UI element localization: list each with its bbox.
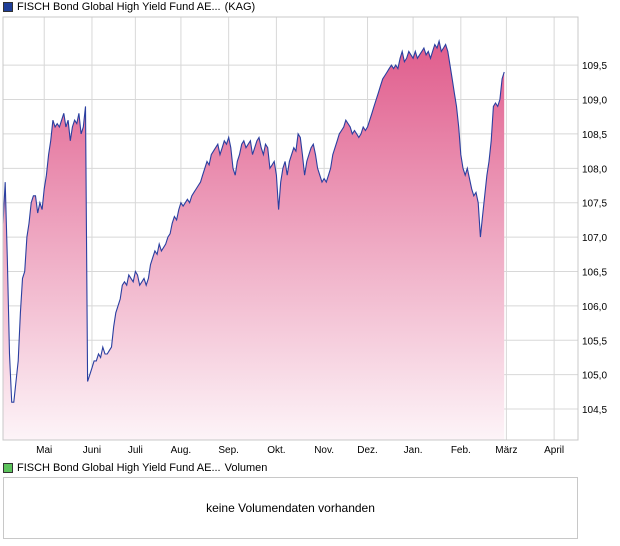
x-tick-label: Okt. xyxy=(267,445,285,456)
x-tick-label: Feb. xyxy=(451,445,471,456)
x-tick-label: Dez. xyxy=(357,445,378,456)
x-tick-label: März xyxy=(495,445,517,456)
y-tick-label: 105,5 xyxy=(582,336,607,347)
x-tick-label: Nov. xyxy=(314,445,334,456)
y-tick-label: 108,5 xyxy=(582,130,607,141)
volume-panel: keine Volumendaten vorhanden xyxy=(3,477,578,539)
volume-legend: FISCH Bond Global High Yield Fund AE... … xyxy=(3,461,267,475)
x-tick-label: Juni xyxy=(83,445,101,456)
y-tick-label: 107,5 xyxy=(582,199,607,210)
plot-border xyxy=(2,16,579,441)
volume-series-label: FISCH Bond Global High Yield Fund AE... xyxy=(17,462,221,474)
price-area xyxy=(3,41,505,440)
price-legend: FISCH Bond Global High Yield Fund AE... … xyxy=(3,0,255,14)
y-tick-label: 104,5 xyxy=(582,405,607,416)
volume-empty-message: keine Volumendaten vorhanden xyxy=(206,501,375,515)
y-tick-label: 109,0 xyxy=(582,96,607,107)
y-tick-label: 106,0 xyxy=(582,302,607,313)
x-tick-label: Aug. xyxy=(171,445,192,456)
x-tick-label: Juli xyxy=(128,445,143,456)
y-tick-label: 105,0 xyxy=(582,371,607,382)
price-series-swatch xyxy=(3,2,13,12)
x-tick-label: Mai xyxy=(36,445,52,456)
y-tick-label: 107,0 xyxy=(582,233,607,244)
y-tick-label: 108,0 xyxy=(582,164,607,175)
x-tick-label: Sep. xyxy=(218,445,239,456)
price-chart: 104,5 105,0 105,5 106,0 106,5 107,0 107,5 108,0… xyxy=(2,16,607,456)
x-tick-label: Jan. xyxy=(404,445,423,456)
x-tick-label: April xyxy=(544,445,564,456)
price-series-source: (KAG) xyxy=(224,1,256,13)
volume-series-swatch xyxy=(3,463,13,473)
y-tick-label: 109,5 xyxy=(582,61,607,72)
volume-series-source: Volumen xyxy=(224,462,268,474)
y-tick-label: 106,5 xyxy=(582,267,607,278)
price-line xyxy=(2,38,505,403)
price-series-label: FISCH Bond Global High Yield Fund AE... xyxy=(17,1,221,13)
